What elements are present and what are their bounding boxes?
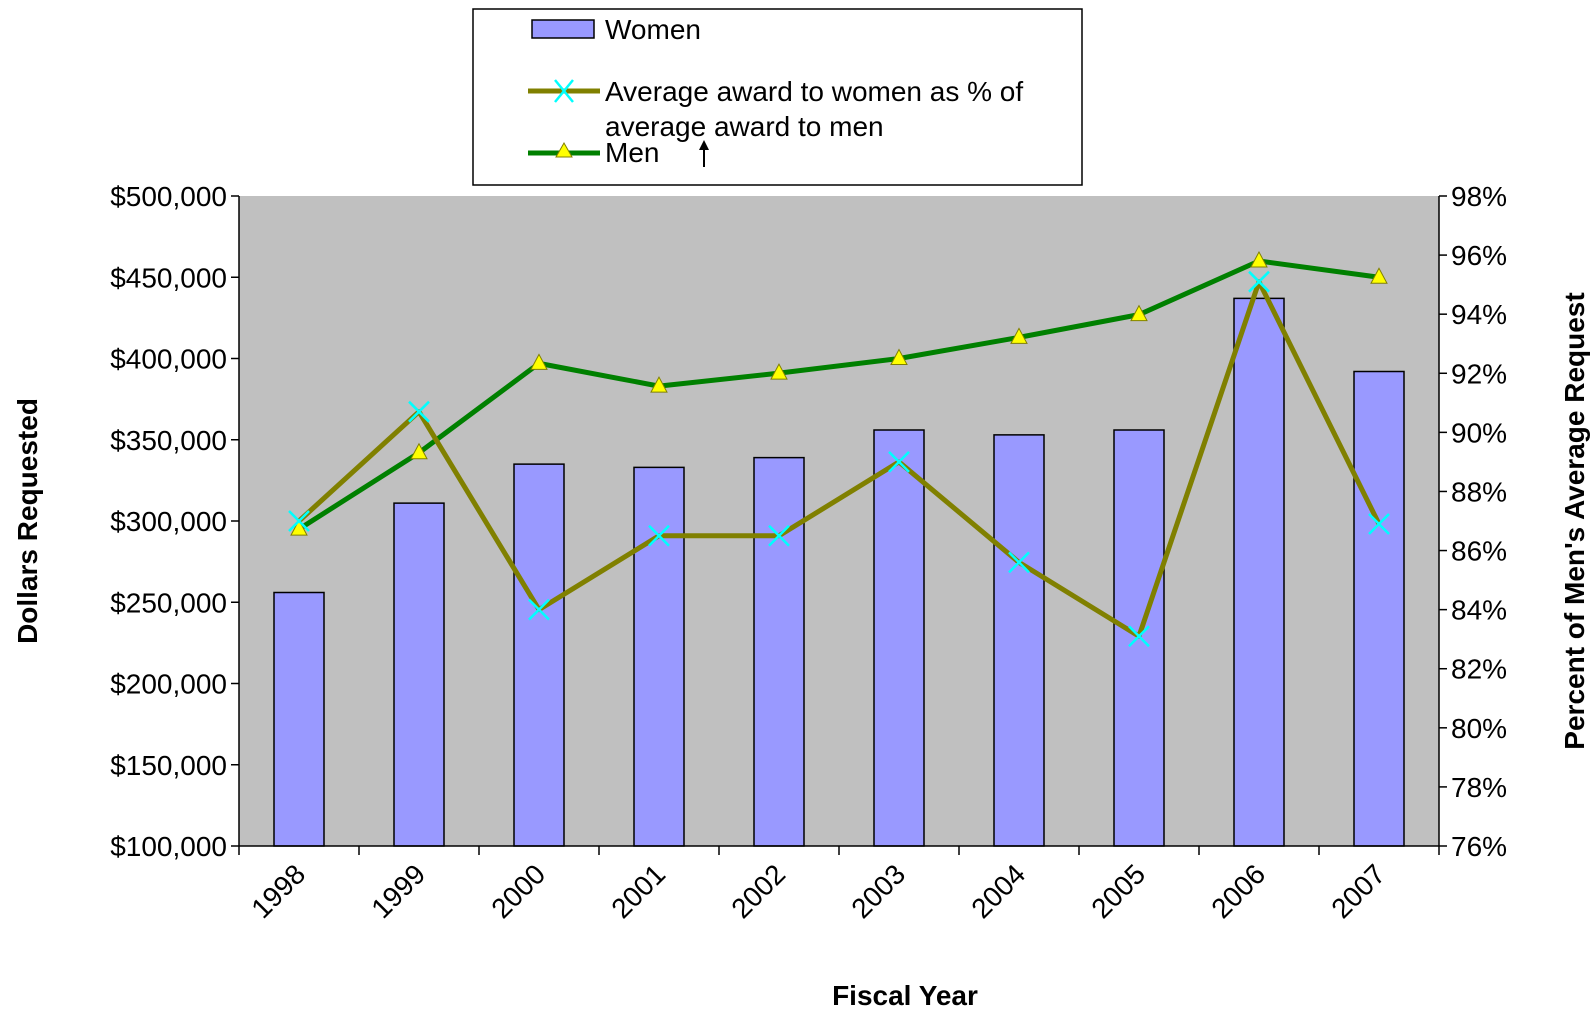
ratio-point-2004 [1008, 551, 1030, 574]
left-tick-label: $150,000 [110, 750, 227, 781]
bar-women-2003 [873, 429, 925, 847]
ratio-point-2006 [1248, 270, 1270, 293]
x-tick-label-2005: 2005 [1085, 858, 1151, 924]
right-tick-label: 92% [1451, 358, 1507, 389]
right-tick-label: 96% [1451, 240, 1507, 271]
ratio-point-2002 [768, 524, 790, 547]
men-point-2006 [1250, 250, 1268, 268]
x-axis: 1998 1999 2000 2001 2002 2003 2004 2005 2006 2007 [238, 846, 1440, 924]
bar-women-2006 [1233, 297, 1285, 847]
ratio-point-2003 [888, 451, 910, 473]
right-tick-label: 80% [1451, 713, 1507, 744]
ratio-line [297, 279, 1382, 639]
legend-label-ratio-line1: Average award to women as % of [605, 76, 1023, 107]
x-axis-title: Fiscal Year [832, 980, 978, 1011]
x-tick-label-2003: 2003 [845, 858, 911, 924]
legend-label-women: Women [605, 14, 701, 45]
bar-women-2002 [753, 456, 805, 847]
bar-women-2004 [993, 434, 1045, 847]
legend-label-ratio: Average award to women as % of average a… [605, 76, 1031, 142]
right-tick-label: 76% [1451, 831, 1507, 862]
left-tick-label: $450,000 [110, 262, 227, 293]
ratio-point-2001 [648, 524, 670, 547]
ratio-point-2000 [528, 598, 550, 621]
legend-label-men: Men [605, 137, 659, 168]
ratio-point-1998 [288, 510, 310, 532]
right-axis: 76% 78% 80% 82% 84% 86% 88% 90% 92% 94% 96% 98% [1439, 181, 1507, 862]
left-axis: $100,000 $150,000 $200,000 $250,000 $300,000… [110, 181, 239, 862]
x-tick-label-2004: 2004 [965, 858, 1031, 924]
right-tick-label: 88% [1451, 476, 1507, 507]
left-tick-label: $250,000 [110, 587, 227, 618]
men-series [290, 250, 1388, 536]
y-axis-title: Dollars Requested [12, 398, 43, 644]
left-tick-label: $300,000 [110, 506, 227, 537]
left-tick-label: $500,000 [110, 181, 227, 212]
men-point-2003 [890, 348, 908, 365]
bar-women-2007 [1353, 370, 1405, 847]
x-tick-label-2006: 2006 [1205, 858, 1271, 924]
legend-label-ratio-line2: average award to men [605, 111, 884, 142]
men-point-2001 [650, 376, 668, 393]
legend: Women Average award to women as % of ave… [472, 8, 1083, 186]
right-tick-label: 86% [1451, 536, 1507, 567]
x-tick-label-2002: 2002 [725, 858, 791, 924]
men-point-2004 [1010, 327, 1028, 344]
legend-swatch-women [531, 19, 595, 39]
ratio-point-1999 [408, 400, 430, 423]
bar-women-2001 [633, 466, 685, 847]
x-tick-label-2000: 2000 [485, 858, 551, 924]
legend-swatch-ratio-marker [554, 79, 574, 103]
ratio-point-2007 [1368, 513, 1390, 535]
men-line [297, 258, 1380, 532]
ratio-series [288, 270, 1390, 648]
x-tick-label-2007: 2007 [1325, 858, 1391, 924]
x-tick-label-2001: 2001 [605, 858, 671, 924]
left-tick-label: $400,000 [110, 344, 227, 375]
x-tick-label-1999: 1999 [365, 858, 431, 924]
x-tick-label-1998: 1998 [245, 858, 311, 924]
men-point-2005 [1130, 304, 1148, 322]
right-tick-label: 94% [1451, 299, 1507, 330]
bar-women-1998 [273, 591, 325, 847]
right-tick-label: 84% [1451, 595, 1507, 626]
men-point-2007 [1370, 267, 1388, 284]
men-point-1998 [290, 519, 308, 536]
bar-women-1999 [393, 502, 445, 847]
bar-women-2000 [513, 463, 565, 847]
legend-swatch-men-marker [555, 141, 573, 158]
y2-axis-title: Percent of Men's Average Request [1559, 292, 1590, 749]
left-tick-label: $200,000 [110, 669, 227, 700]
men-point-2002 [770, 363, 788, 380]
ratio-point-2005 [1128, 625, 1150, 648]
left-tick-label: $350,000 [110, 425, 227, 456]
right-tick-label: 98% [1451, 181, 1507, 212]
right-tick-label: 90% [1451, 417, 1507, 448]
men-point-1999 [410, 442, 428, 460]
women-bars [273, 297, 1405, 847]
arrow-up-icon [699, 140, 709, 167]
right-tick-label: 78% [1451, 772, 1507, 803]
men-point-2000 [530, 353, 548, 370]
right-tick-label: 82% [1451, 654, 1507, 685]
left-tick-label: $100,000 [110, 831, 227, 862]
